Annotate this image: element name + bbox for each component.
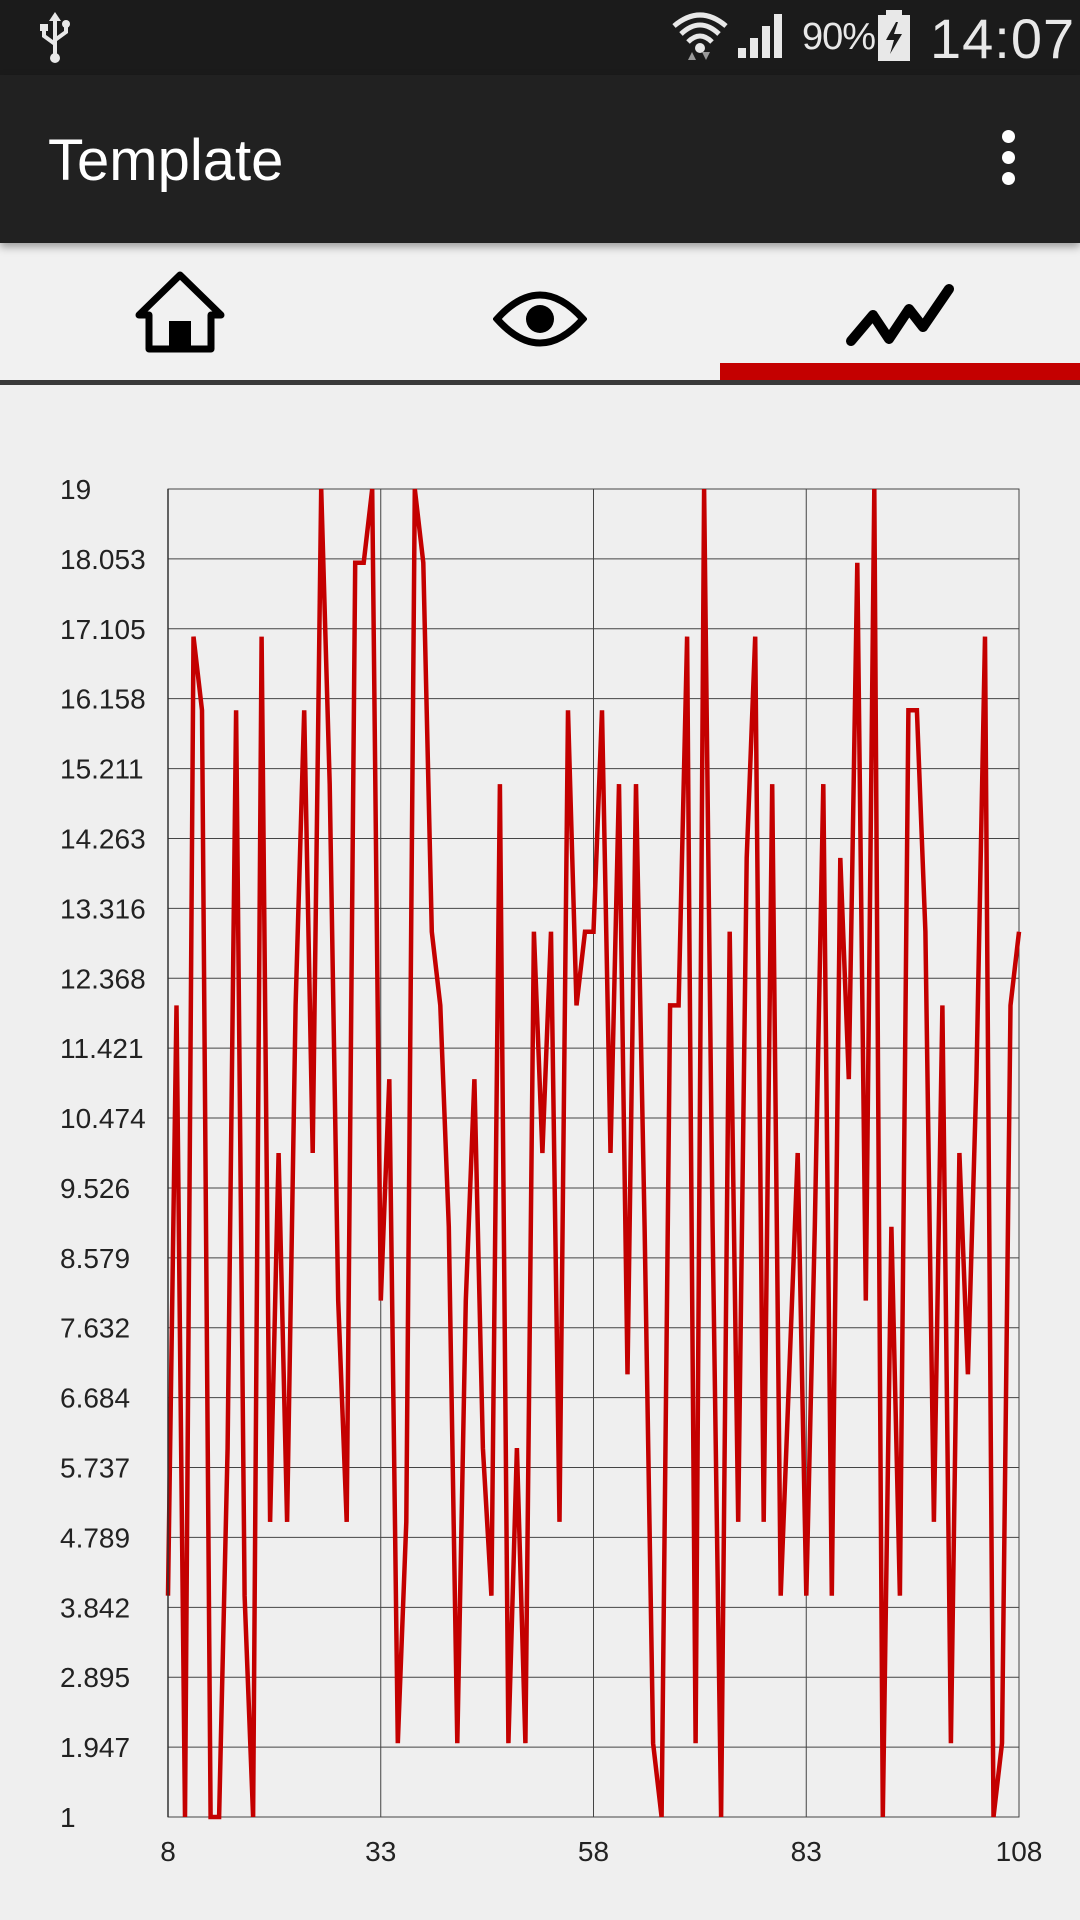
y-tick-label: 1 xyxy=(60,1802,76,1833)
x-tick-label: 58 xyxy=(578,1836,609,1867)
more-vert-icon[interactable] xyxy=(990,130,1026,190)
tab-chart[interactable] xyxy=(720,243,1080,383)
y-tick-label: 9.526 xyxy=(60,1173,130,1204)
tab-bar xyxy=(0,243,1080,385)
battery-charging-icon xyxy=(878,10,910,61)
y-tick-label: 14.263 xyxy=(60,823,146,854)
y-tick-label: 6.684 xyxy=(60,1383,130,1414)
y-tick-label: 2.895 xyxy=(60,1662,130,1693)
y-tick-label: 3.842 xyxy=(60,1592,130,1623)
app-bar: Template xyxy=(0,75,1080,243)
y-tick-label: 10.474 xyxy=(60,1103,146,1134)
battery-percent: 90% xyxy=(802,16,876,58)
status-bar: 90% 14:07 xyxy=(0,0,1080,75)
x-tick-label: 108 xyxy=(996,1836,1043,1867)
tab-view[interactable] xyxy=(360,243,720,383)
y-tick-label: 13.316 xyxy=(60,893,146,924)
y-tick-label: 12.368 xyxy=(60,963,146,994)
y-tick-label: 1.947 xyxy=(60,1732,130,1763)
signal-icon xyxy=(738,14,782,58)
chart-line-icon xyxy=(846,284,954,346)
series-line xyxy=(165,488,1022,1820)
y-tick-label: 7.632 xyxy=(60,1313,130,1344)
line-chart: 19 18.053 17.105 16.158 15.211 14.263 13.316 12… xyxy=(0,390,1080,1920)
clock: 14:07 xyxy=(930,7,1076,70)
usb-icon xyxy=(40,12,70,63)
y-tick-label: 18.053 xyxy=(60,544,146,575)
eye-icon xyxy=(493,291,587,347)
y-tick-label: 11.421 xyxy=(60,1033,144,1064)
tab-home[interactable] xyxy=(0,243,360,383)
wifi-icon xyxy=(672,12,728,60)
y-tick-label: 16.158 xyxy=(60,684,146,715)
x-tick-label: 83 xyxy=(791,1836,822,1867)
chart-svg: 1918.05317.10516.15815.21114.26313.31612… xyxy=(60,474,1043,1867)
app-title: Template xyxy=(48,128,284,193)
selected-tab-indicator xyxy=(720,363,1080,381)
home-icon xyxy=(135,271,225,353)
y-tick-label: 5.737 xyxy=(60,1453,130,1484)
x-tick-label: 8 xyxy=(160,1836,176,1867)
y-tick-label: 8.579 xyxy=(60,1243,130,1274)
x-tick-label: 33 xyxy=(365,1836,396,1867)
y-tick-label: 15.211 xyxy=(60,754,144,785)
y-tick-label: 19 xyxy=(60,474,91,505)
y-tick-label: 17.105 xyxy=(60,614,146,645)
tab-divider xyxy=(0,380,1080,385)
y-tick-label: 4.789 xyxy=(60,1522,130,1553)
